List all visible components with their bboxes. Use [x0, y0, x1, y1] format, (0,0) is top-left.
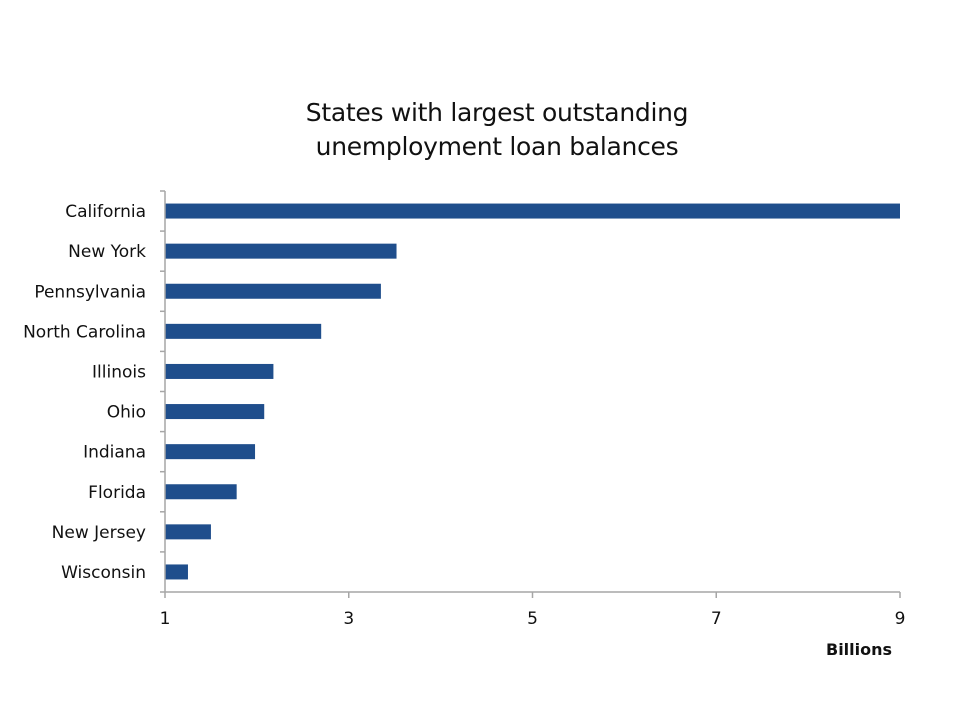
x-tick-label: 5	[527, 609, 538, 629]
category-label: Pennsylvania	[34, 282, 146, 302]
x-axis-label: Billions	[826, 640, 893, 659]
bar-indiana	[165, 444, 256, 460]
bar-florida	[165, 484, 237, 500]
chart-title: States with largest outstanding unemploy…	[0, 96, 960, 164]
category-label: Ohio	[107, 403, 146, 423]
bar-ohio	[165, 404, 265, 420]
x-tick-label: 7	[711, 609, 722, 629]
category-label: Indiana	[83, 443, 146, 463]
category-label: New York	[68, 242, 146, 262]
axes	[160, 190, 901, 598]
x-tick-label: 3	[343, 609, 354, 629]
bar-illinois	[165, 363, 274, 379]
bar-north-carolina	[165, 323, 322, 339]
bar-new-jersey	[165, 524, 211, 540]
bar-new-york	[165, 243, 397, 259]
category-label: Illinois	[92, 362, 146, 382]
chart-title-line-2: unemployment loan balances	[315, 132, 679, 161]
category-label: New Jersey	[52, 523, 146, 543]
category-label: California	[65, 202, 146, 222]
x-tick-label: 1	[160, 609, 171, 629]
category-labels: California New York Pennsylvania North Caro…	[23, 202, 146, 583]
category-label: Florida	[88, 483, 146, 503]
x-tick-label: 9	[895, 609, 906, 629]
bar-pennsylvania	[165, 283, 381, 299]
x-tick-labels: 1 3 5 7 9	[160, 609, 906, 629]
chart-title-line-1: States with largest outstanding	[305, 98, 689, 127]
category-label: North Carolina	[23, 322, 146, 342]
category-label: Wisconsin	[61, 563, 146, 583]
bar-california	[165, 203, 900, 219]
bars-group	[165, 203, 900, 580]
bar-wisconsin	[165, 564, 188, 580]
